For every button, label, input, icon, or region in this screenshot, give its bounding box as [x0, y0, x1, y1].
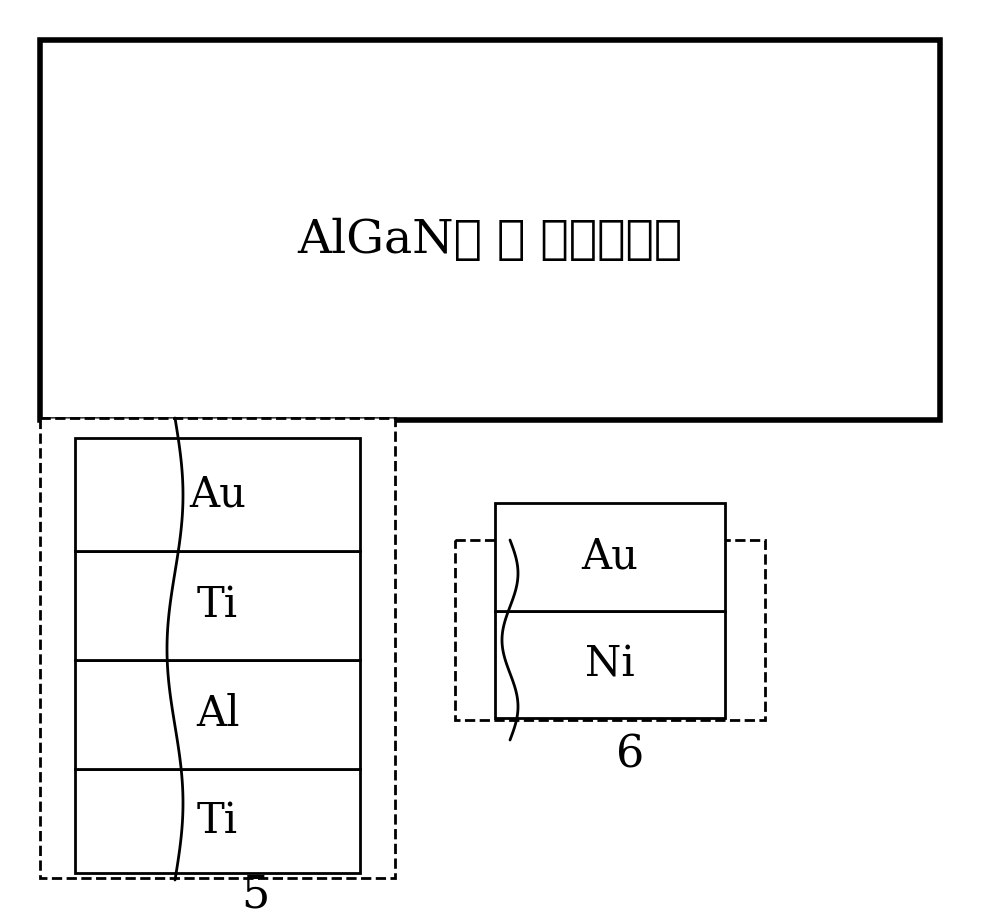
Bar [75, 660, 360, 769]
Text: Ti: Ti [197, 800, 238, 842]
Text: Ni: Ni [585, 644, 635, 685]
Text: Au: Au [582, 535, 638, 578]
Bar [75, 438, 360, 551]
Bar [495, 611, 725, 718]
Bar [40, 40, 940, 420]
Bar [75, 769, 360, 873]
Text: Al: Al [196, 694, 239, 735]
Bar [40, 418, 395, 878]
Text: Au: Au [189, 474, 246, 515]
Text: 6: 6 [616, 734, 644, 776]
Text: Ti: Ti [197, 584, 238, 626]
Bar [75, 551, 360, 660]
Text: 5: 5 [241, 874, 269, 909]
Text: AlGaN层 或 二维材料层: AlGaN层 或 二维材料层 [297, 217, 683, 263]
Bar [455, 540, 765, 720]
Bar [495, 503, 725, 611]
